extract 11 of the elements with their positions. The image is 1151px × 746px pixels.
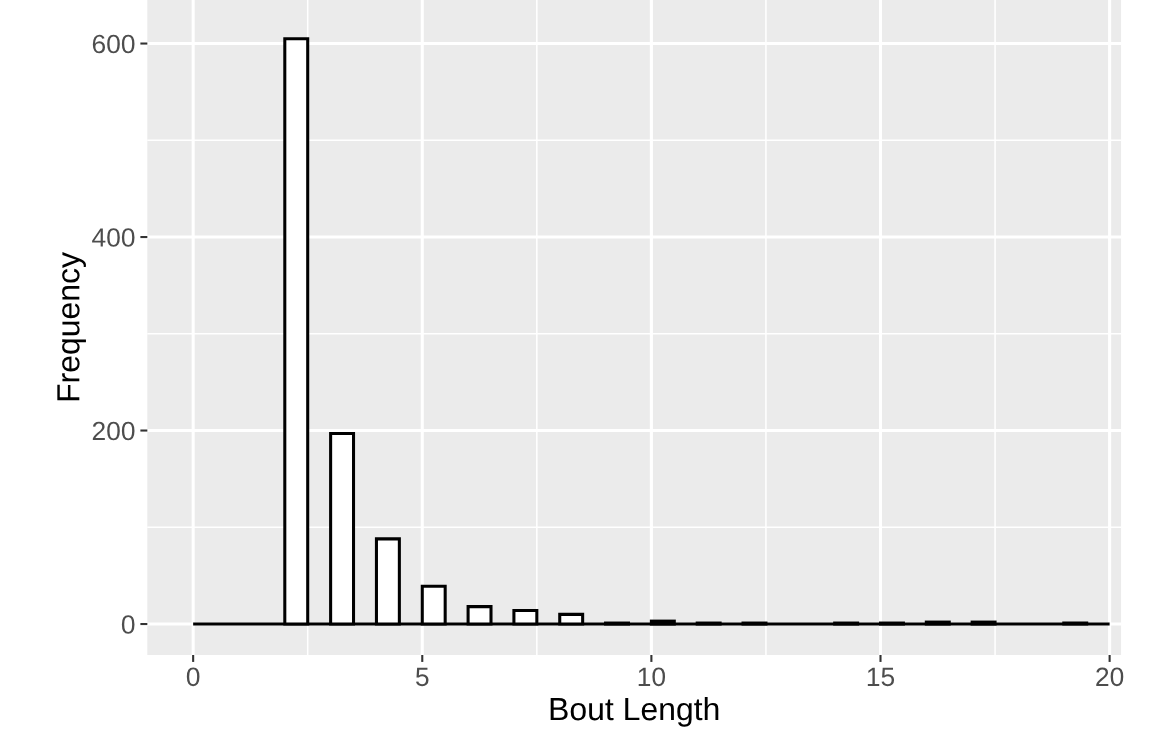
y-tick-label: 200 bbox=[92, 421, 135, 441]
x-tick-label: 20 bbox=[1096, 667, 1124, 687]
x-tick-label: 5 bbox=[415, 667, 429, 687]
y-tick-label: 600 bbox=[92, 34, 135, 54]
y-tick-label: 400 bbox=[92, 228, 135, 247]
x-tick-label: 10 bbox=[638, 667, 666, 687]
x-tick-label: 0 bbox=[186, 667, 200, 687]
x-tick-label: 15 bbox=[867, 667, 895, 687]
y-tick-label: 0 bbox=[121, 615, 135, 634]
y-axis-title: Frequency bbox=[57, 252, 86, 401]
x-axis-title: Bout Length bbox=[550, 696, 719, 727]
